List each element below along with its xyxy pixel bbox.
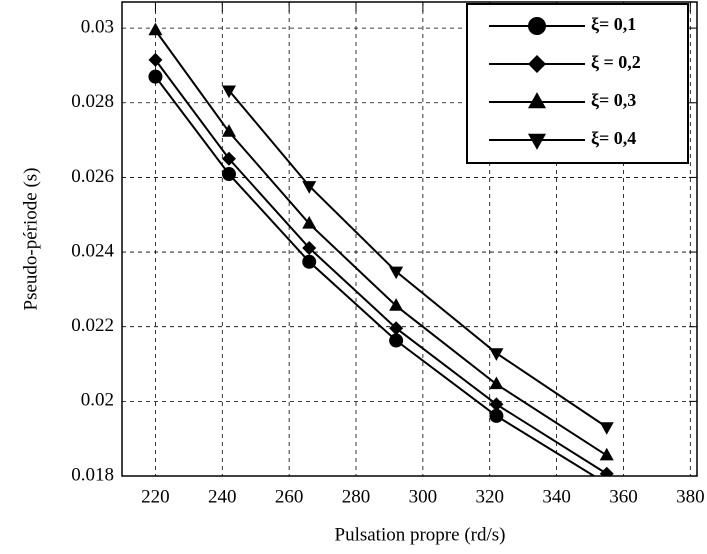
- marker: [599, 447, 614, 461]
- x-tick-label: 340: [542, 486, 571, 507]
- marker: [489, 348, 504, 361]
- marker: [221, 151, 236, 166]
- y-axis-label: Pseudo-période (s): [20, 168, 41, 311]
- marker: [489, 408, 504, 423]
- marker: [389, 333, 404, 348]
- plot-frame: [121, 1, 698, 477]
- x-tick-label: 220: [141, 486, 170, 507]
- x-tick-label: 360: [609, 486, 638, 507]
- marker: [528, 133, 546, 150]
- x-tick-label: 380: [676, 486, 705, 507]
- marker: [221, 85, 236, 99]
- marker: [489, 376, 504, 390]
- marker: [302, 215, 317, 229]
- y-tick-label: 0.028: [71, 91, 114, 112]
- legend-label: ξ= 0,4: [591, 128, 636, 149]
- marker: [389, 321, 404, 336]
- y-tick-label: 0.03: [81, 16, 114, 37]
- marker: [221, 167, 236, 182]
- marker: [302, 240, 317, 255]
- legend-label: ξ= 0,3: [591, 90, 636, 111]
- marker: [389, 298, 404, 311]
- marker: [389, 266, 404, 280]
- x-tick-label: 300: [409, 486, 438, 507]
- marker: [221, 124, 236, 137]
- x-axis-label: Pulsation propre (rd/s): [335, 524, 506, 545]
- marker: [528, 55, 546, 73]
- series-line: [154, 59, 608, 475]
- x-tick-label: 260: [275, 486, 304, 507]
- marker: [148, 22, 163, 36]
- y-tick-label: 0.024: [71, 240, 114, 261]
- y-tick-label: 0.018: [71, 464, 114, 485]
- legend-label: ξ= 0,1: [591, 14, 636, 35]
- x-tick-label: 280: [342, 486, 371, 507]
- marker: [599, 466, 614, 476]
- marker: [148, 69, 163, 84]
- legend-label: ξ = 0,2: [591, 52, 641, 73]
- marker: [599, 422, 614, 435]
- y-tick-label: 0.022: [71, 315, 114, 336]
- plot-area: [148, 22, 614, 476]
- legend-box: [466, 3, 689, 164]
- marker: [302, 254, 317, 269]
- marker: [528, 17, 546, 35]
- series-line: [154, 29, 608, 457]
- x-tick-label: 240: [208, 486, 237, 507]
- y-tick-label: 0.026: [71, 166, 114, 187]
- marker: [489, 397, 504, 412]
- marker: [528, 92, 546, 109]
- marker: [148, 52, 163, 67]
- x-tick-label: 320: [475, 486, 504, 507]
- series-line: [154, 76, 596, 476]
- marker: [302, 181, 317, 194]
- y-tick-label: 0.02: [81, 390, 114, 411]
